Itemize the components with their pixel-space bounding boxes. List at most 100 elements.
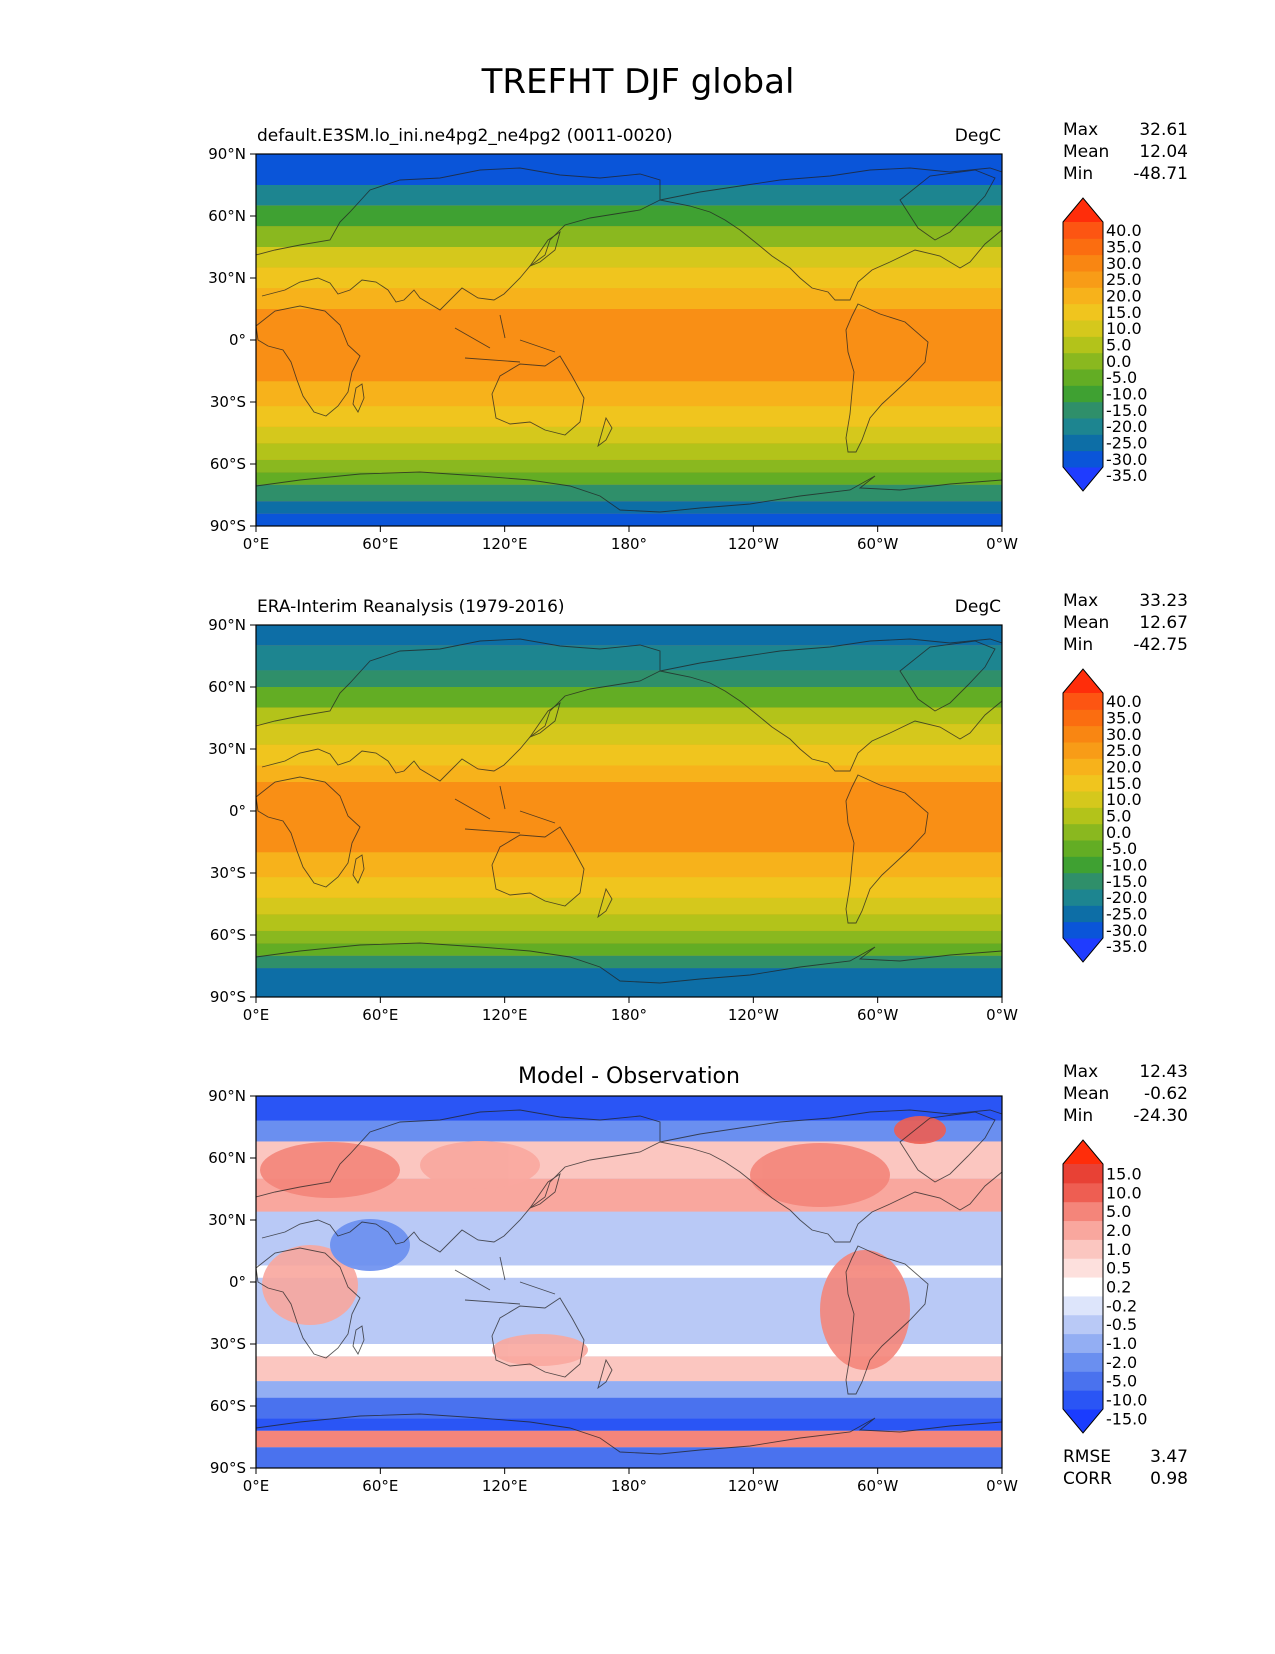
colorbar-segment — [1063, 742, 1103, 759]
metrics-block: RMSE 3.47 CORR 0.98 — [1063, 1447, 1188, 1489]
temperature-band — [256, 765, 1002, 783]
colorbar-label: 1.0 — [1106, 1240, 1131, 1259]
colorbar-label: -10.0 — [1106, 385, 1147, 404]
colorbar-segment — [1063, 840, 1103, 857]
colorbar-segment — [1063, 287, 1103, 305]
colorbar-segment — [1063, 693, 1103, 710]
corr-label: CORR — [1063, 1469, 1112, 1489]
colorbar-segment — [1063, 254, 1103, 272]
panel-title-left: default.E3SM.lo_ini.ne4pg2_ne4pg2 (0011-… — [257, 126, 673, 146]
temperature-band — [256, 247, 1002, 268]
antarctica-outline — [256, 471, 1002, 513]
colorbar-label: 0.0 — [1106, 352, 1131, 371]
anomaly-patch — [330, 1219, 410, 1271]
lon-tick-label: 60°E — [362, 535, 398, 553]
colorbar-segment — [1063, 238, 1103, 256]
colorbar-label: 2.0 — [1106, 1221, 1131, 1240]
temperature-band — [256, 1344, 1002, 1357]
colorbar-segment — [1063, 1333, 1103, 1353]
africa-outline — [256, 1247, 361, 1359]
continent-outlines — [256, 638, 1002, 984]
stat-min-label: Min — [1063, 1106, 1093, 1126]
australia-outline — [491, 826, 585, 907]
indonesia-outline — [454, 1256, 556, 1305]
colorbar-label: 10.0 — [1106, 1183, 1142, 1202]
difference-anomaly-patches — [260, 1116, 946, 1370]
lon-tick-label: 0°W — [986, 1006, 1018, 1024]
stat-mean-label: Mean — [1063, 1084, 1109, 1104]
anomaly-patch — [820, 1250, 910, 1370]
lat-tick-label: 30°S — [210, 1335, 246, 1353]
temperature-band — [256, 1418, 1002, 1431]
colorbar-label: -2.0 — [1106, 1353, 1137, 1372]
indonesia-outline — [454, 785, 556, 834]
temperature-band — [256, 877, 1002, 898]
temperature-band — [256, 443, 1002, 460]
colorbar-segment — [1063, 369, 1103, 386]
colorbar-label: -10.0 — [1106, 1391, 1147, 1410]
panel-title-center: Model - Observation — [518, 1064, 740, 1089]
colorbar-segment — [1063, 807, 1103, 825]
temperature-band — [256, 406, 1002, 427]
temperature-band — [256, 955, 1002, 969]
latitude-bands — [256, 625, 1002, 997]
south-america-outline — [845, 1245, 929, 1395]
panel-model: default.E3SM.lo_ini.ne4pg2_ne4pg2 (0011-… — [208, 120, 1188, 553]
colorbar-label: 30.0 — [1106, 254, 1142, 273]
lat-tick-label: 0° — [229, 331, 246, 349]
colorbar-label: 15.0 — [1106, 303, 1142, 322]
greenland-outline — [899, 169, 996, 241]
colorbar-label: 0.2 — [1106, 1278, 1131, 1297]
lon-tick-label: 180° — [611, 535, 647, 553]
lat-tick-label: 60°S — [210, 1397, 246, 1415]
lon-axis: 0°E 60°E 120°E 180° 120°W 60°W 0°W — [243, 997, 1018, 1024]
lat-tick-label: 30°N — [208, 269, 246, 287]
stat-mean-value: 12.67 — [1139, 613, 1188, 633]
lat-tick-label: 90°N — [208, 616, 246, 634]
panel-title-left: ERA-Interim Reanalysis (1979-2016) — [257, 597, 565, 617]
colorbar-segment — [1063, 434, 1103, 452]
stat-max-label: Max — [1063, 120, 1098, 140]
temperature-band — [256, 782, 1002, 853]
lat-axis: 90°N 60°N 30°N 0° 30°S 60°S 90°S — [208, 1087, 256, 1477]
stat-mean-value: 12.04 — [1139, 142, 1188, 162]
colorbar-segment — [1063, 1277, 1103, 1297]
continent-outlines — [256, 1109, 1002, 1455]
antarctica-outline — [256, 1413, 1002, 1455]
greenland-outline — [899, 1111, 996, 1183]
colorbar-segment — [1063, 222, 1103, 239]
lat-tick-label: 30°S — [210, 864, 246, 882]
temperature-band — [256, 513, 1002, 526]
south-america-outline — [845, 303, 929, 453]
colorbar-segment — [1063, 271, 1103, 288]
colorbar-segment — [1063, 774, 1103, 792]
colorbar-label: 5.0 — [1106, 807, 1131, 826]
temperature-band — [256, 897, 1002, 915]
lon-axis: 0°E 60°E 120°E 180° 120°W 60°W 0°W — [243, 1468, 1018, 1495]
colorbar-segment — [1063, 905, 1103, 923]
temperature-band — [256, 968, 1002, 997]
colorbar: 15.010.05.02.01.00.50.2-0.2-0.5-1.0-2.0-… — [1062, 1139, 1147, 1434]
lat-tick-label: 90°N — [208, 145, 246, 163]
colorbar-segment — [1063, 1239, 1103, 1259]
antarctica-outline — [256, 942, 1002, 984]
colorbar-label: -10.0 — [1106, 856, 1147, 875]
temperature-band — [256, 744, 1002, 766]
temperature-band — [256, 930, 1002, 944]
north-america-outline — [659, 1109, 1002, 1243]
temperature-band — [256, 1430, 1002, 1448]
colorbar-outline — [1062, 668, 1104, 963]
colorbar-label: 10.0 — [1106, 790, 1142, 809]
stat-max-value: 33.23 — [1139, 591, 1188, 611]
lon-tick-label: 120°E — [482, 535, 528, 553]
colorbar-segment — [1063, 401, 1103, 419]
colorbar-label: -25.0 — [1106, 905, 1147, 924]
greenland-outline — [899, 640, 996, 712]
colorbar-label: 35.0 — [1106, 238, 1142, 257]
temperature-band — [256, 1120, 1002, 1142]
colorbar-segment — [1063, 725, 1103, 743]
stats-block: Max 12.43 Mean -0.62 Min -24.30 — [1063, 1062, 1188, 1126]
colorbar-extend-max — [1063, 1140, 1103, 1164]
colorbar-label: -15.0 — [1106, 872, 1147, 891]
